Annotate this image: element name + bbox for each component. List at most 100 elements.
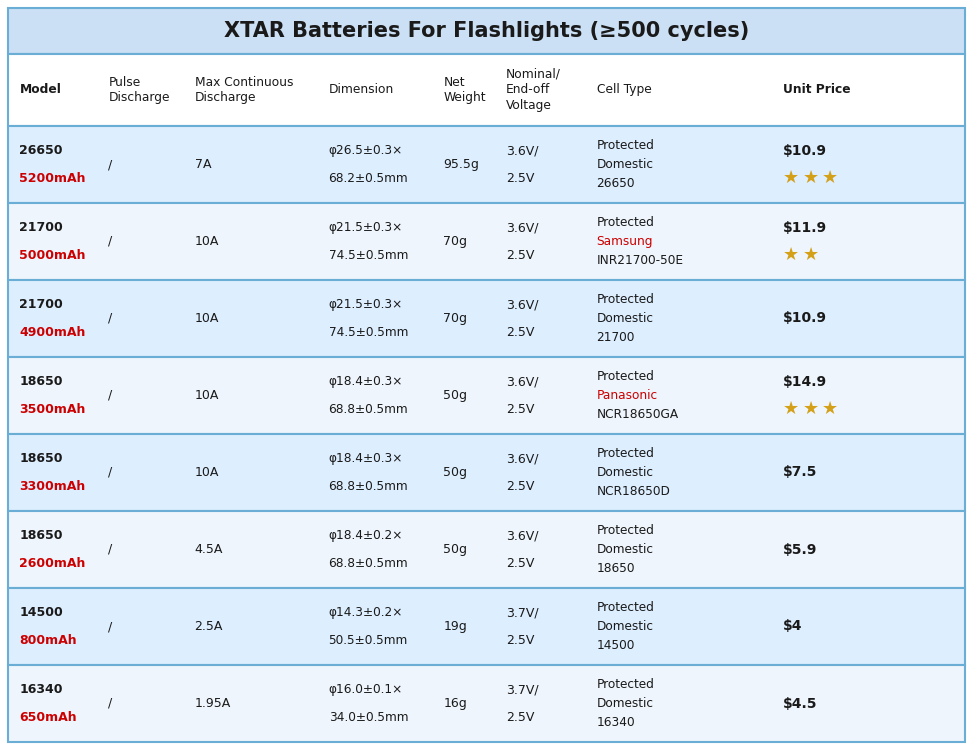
Text: Protected: Protected xyxy=(596,524,655,537)
Text: 10A: 10A xyxy=(195,466,219,479)
Text: 50.5±0.5mm: 50.5±0.5mm xyxy=(329,634,408,647)
Text: 2.5V: 2.5V xyxy=(506,480,534,493)
Text: ★: ★ xyxy=(822,169,839,187)
Text: Protected: Protected xyxy=(596,293,655,306)
Bar xyxy=(8,126,965,203)
Text: 16340: 16340 xyxy=(19,683,63,696)
Text: 18650: 18650 xyxy=(596,562,635,575)
Text: φ18.4±0.3×: φ18.4±0.3× xyxy=(329,452,403,465)
Text: φ21.5±0.3×: φ21.5±0.3× xyxy=(329,221,403,234)
Text: φ18.4±0.3×: φ18.4±0.3× xyxy=(329,375,403,388)
Text: 3.6V/: 3.6V/ xyxy=(506,375,538,388)
Text: Samsung: Samsung xyxy=(596,235,653,248)
Text: /: / xyxy=(108,312,113,325)
Text: XTAR Batteries For Flashlights (≥500 cycles): XTAR Batteries For Flashlights (≥500 cyc… xyxy=(224,21,749,41)
Text: 18650: 18650 xyxy=(19,452,63,465)
Text: 68.8±0.5mm: 68.8±0.5mm xyxy=(329,480,409,493)
Text: φ21.5±0.3×: φ21.5±0.3× xyxy=(329,298,403,311)
Text: 70g: 70g xyxy=(444,312,467,325)
Text: Domestic: Domestic xyxy=(596,697,654,710)
Text: $11.9: $11.9 xyxy=(783,220,827,235)
Text: Net
Weight: Net Weight xyxy=(444,76,486,104)
Text: 3.7V/: 3.7V/ xyxy=(506,683,538,696)
Text: 21700: 21700 xyxy=(19,298,63,311)
Text: NCR18650D: NCR18650D xyxy=(596,485,670,498)
Text: Protected: Protected xyxy=(596,139,655,152)
Text: ★: ★ xyxy=(783,400,799,418)
Text: Domestic: Domestic xyxy=(596,158,654,171)
Text: ★: ★ xyxy=(783,246,799,264)
Text: Model: Model xyxy=(19,84,61,97)
Text: 21700: 21700 xyxy=(19,221,63,234)
Text: 14500: 14500 xyxy=(596,639,635,652)
Text: ★: ★ xyxy=(803,169,819,187)
Text: 5000mAh: 5000mAh xyxy=(19,249,86,262)
Text: 5200mAh: 5200mAh xyxy=(19,172,86,185)
Text: 4900mAh: 4900mAh xyxy=(19,326,86,339)
Text: Domestic: Domestic xyxy=(596,543,654,556)
Text: 26650: 26650 xyxy=(596,177,635,190)
Text: φ18.4±0.2×: φ18.4±0.2× xyxy=(329,529,403,542)
Bar xyxy=(8,280,965,357)
Text: 2.5V: 2.5V xyxy=(506,172,534,185)
Text: 68.2±0.5mm: 68.2±0.5mm xyxy=(329,172,409,185)
Text: $10.9: $10.9 xyxy=(783,312,827,325)
Text: 3.6V/: 3.6V/ xyxy=(506,452,538,465)
Text: 10A: 10A xyxy=(195,312,219,325)
Bar xyxy=(8,434,965,511)
Text: /: / xyxy=(108,697,113,710)
Text: 3.7V/: 3.7V/ xyxy=(506,606,538,619)
Text: 50g: 50g xyxy=(444,389,467,402)
Text: $4.5: $4.5 xyxy=(783,697,817,710)
Text: 95.5g: 95.5g xyxy=(444,158,480,171)
Text: Protected: Protected xyxy=(596,370,655,383)
Text: 70g: 70g xyxy=(444,235,467,248)
Text: /: / xyxy=(108,235,113,248)
Text: Nominal/
End-off
Voltage: Nominal/ End-off Voltage xyxy=(506,68,560,112)
Text: Protected: Protected xyxy=(596,601,655,614)
Text: φ16.0±0.1×: φ16.0±0.1× xyxy=(329,683,403,696)
Bar xyxy=(8,511,965,588)
Text: Domestic: Domestic xyxy=(596,466,654,479)
Text: $4: $4 xyxy=(783,620,803,633)
Text: 3500mAh: 3500mAh xyxy=(19,403,86,416)
Text: /: / xyxy=(108,620,113,633)
Text: Protected: Protected xyxy=(596,447,655,460)
Text: 18650: 18650 xyxy=(19,375,63,388)
Text: 26650: 26650 xyxy=(19,144,63,157)
Text: 50g: 50g xyxy=(444,543,467,556)
Text: INR21700-50E: INR21700-50E xyxy=(596,254,684,267)
Text: ★: ★ xyxy=(783,169,799,187)
Text: 2.5V: 2.5V xyxy=(506,249,534,262)
Bar xyxy=(8,54,965,126)
Text: 3.6V/: 3.6V/ xyxy=(506,221,538,234)
Text: Cell Type: Cell Type xyxy=(596,84,651,97)
Text: 2.5V: 2.5V xyxy=(506,557,534,570)
Text: Protected: Protected xyxy=(596,216,655,229)
Text: 2.5V: 2.5V xyxy=(506,634,534,647)
Text: 34.0±0.5mm: 34.0±0.5mm xyxy=(329,711,408,724)
Text: Pulse
Discharge: Pulse Discharge xyxy=(108,76,170,104)
Text: φ26.5±0.3×: φ26.5±0.3× xyxy=(329,144,403,157)
Text: 3.6V/: 3.6V/ xyxy=(506,144,538,157)
Text: /: / xyxy=(108,158,113,171)
Text: 2.5V: 2.5V xyxy=(506,403,534,416)
Text: Panasonic: Panasonic xyxy=(596,389,658,402)
Text: /: / xyxy=(108,543,113,556)
Text: 7A: 7A xyxy=(195,158,211,171)
Bar xyxy=(8,588,965,665)
Text: /: / xyxy=(108,466,113,479)
Text: Protected: Protected xyxy=(596,678,655,691)
Text: 16340: 16340 xyxy=(596,716,635,729)
Text: Unit Price: Unit Price xyxy=(783,84,850,97)
Text: 3.6V/: 3.6V/ xyxy=(506,298,538,311)
Text: Max Continuous
Discharge: Max Continuous Discharge xyxy=(195,76,293,104)
Text: 16g: 16g xyxy=(444,697,467,710)
Text: ★: ★ xyxy=(803,246,819,264)
Text: 650mAh: 650mAh xyxy=(19,711,77,724)
Text: 800mAh: 800mAh xyxy=(19,634,77,647)
Text: Domestic: Domestic xyxy=(596,312,654,325)
Text: 2.5V: 2.5V xyxy=(506,711,534,724)
Text: ★: ★ xyxy=(822,400,839,418)
Text: $10.9: $10.9 xyxy=(783,143,827,158)
